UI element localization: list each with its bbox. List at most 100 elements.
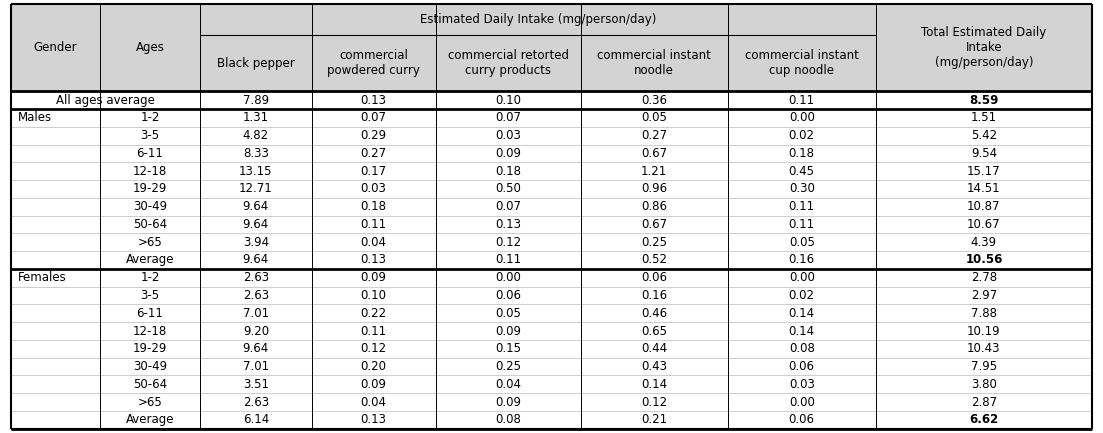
Text: 0.14: 0.14 xyxy=(789,324,815,337)
Text: 1.51: 1.51 xyxy=(971,111,997,124)
Text: 0.09: 0.09 xyxy=(495,324,522,337)
Text: 0.04: 0.04 xyxy=(495,378,522,391)
Text: 0.13: 0.13 xyxy=(361,253,387,266)
Text: 0.86: 0.86 xyxy=(641,200,667,213)
Text: 2.63: 2.63 xyxy=(243,289,269,302)
Text: 0.04: 0.04 xyxy=(361,395,387,409)
Text: 0.07: 0.07 xyxy=(361,111,387,124)
Text: 0.06: 0.06 xyxy=(495,289,522,302)
Text: 0.06: 0.06 xyxy=(641,271,667,284)
Text: 0.27: 0.27 xyxy=(361,147,387,160)
Text: 3.51: 3.51 xyxy=(243,378,269,391)
Text: 0.07: 0.07 xyxy=(495,200,522,213)
Text: 2.97: 2.97 xyxy=(971,289,997,302)
Text: 0.50: 0.50 xyxy=(495,182,522,195)
Text: 50-64: 50-64 xyxy=(132,378,167,391)
Text: 0.52: 0.52 xyxy=(641,253,667,266)
Text: 7.95: 7.95 xyxy=(971,360,997,373)
Text: Estimated Daily Intake (mg/person/day): Estimated Daily Intake (mg/person/day) xyxy=(420,13,656,26)
Text: 3-5: 3-5 xyxy=(140,129,160,142)
Text: 6-11: 6-11 xyxy=(137,307,163,320)
Text: 0.02: 0.02 xyxy=(789,289,815,302)
Text: Gender: Gender xyxy=(33,41,77,54)
Text: 12.71: 12.71 xyxy=(239,182,272,195)
Text: 0.25: 0.25 xyxy=(495,360,522,373)
Text: 9.20: 9.20 xyxy=(243,324,269,337)
Text: 0.16: 0.16 xyxy=(641,289,667,302)
Text: Females: Females xyxy=(18,271,66,284)
Text: Average: Average xyxy=(126,253,174,266)
Text: 0.11: 0.11 xyxy=(361,218,387,231)
Text: 0.05: 0.05 xyxy=(641,111,667,124)
Text: 0.18: 0.18 xyxy=(789,147,815,160)
Text: 19-29: 19-29 xyxy=(132,182,168,195)
Text: Males: Males xyxy=(18,111,52,124)
Text: 1-2: 1-2 xyxy=(140,271,160,284)
Text: commercial retorted
curry products: commercial retorted curry products xyxy=(448,49,569,77)
Text: 0.09: 0.09 xyxy=(495,147,522,160)
Text: 1-2: 1-2 xyxy=(140,111,160,124)
Text: 9.64: 9.64 xyxy=(243,253,269,266)
Text: 0.00: 0.00 xyxy=(495,271,522,284)
Text: 0.06: 0.06 xyxy=(789,413,815,427)
Text: 0.27: 0.27 xyxy=(641,129,667,142)
Text: 0.67: 0.67 xyxy=(641,147,667,160)
Text: 10.67: 10.67 xyxy=(967,218,1000,231)
Text: 12-18: 12-18 xyxy=(132,165,167,178)
Text: >65: >65 xyxy=(138,236,162,249)
Text: 2.63: 2.63 xyxy=(243,395,269,409)
Text: 9.54: 9.54 xyxy=(971,147,997,160)
Text: 7.01: 7.01 xyxy=(243,307,269,320)
Text: 0.17: 0.17 xyxy=(361,165,387,178)
Text: 0.00: 0.00 xyxy=(789,111,815,124)
Text: 0.12: 0.12 xyxy=(361,342,387,355)
Text: 0.00: 0.00 xyxy=(789,271,815,284)
Text: 0.14: 0.14 xyxy=(641,378,667,391)
Text: 0.09: 0.09 xyxy=(495,395,522,409)
Text: Average: Average xyxy=(126,413,174,427)
Text: commercial instant
noodle: commercial instant noodle xyxy=(597,49,711,77)
Text: 0.09: 0.09 xyxy=(361,271,387,284)
Text: 10.19: 10.19 xyxy=(967,324,1000,337)
Text: 2.63: 2.63 xyxy=(243,271,269,284)
Text: 0.03: 0.03 xyxy=(495,129,522,142)
Text: 15.17: 15.17 xyxy=(967,165,1000,178)
Text: 9.64: 9.64 xyxy=(243,200,269,213)
Text: 13.15: 13.15 xyxy=(239,165,272,178)
Text: 9.64: 9.64 xyxy=(243,218,269,231)
Text: 0.06: 0.06 xyxy=(789,360,815,373)
Text: 0.10: 0.10 xyxy=(495,94,522,107)
Text: 19-29: 19-29 xyxy=(132,342,168,355)
Text: 4.39: 4.39 xyxy=(971,236,997,249)
Text: 0.08: 0.08 xyxy=(789,342,815,355)
Text: Black pepper: Black pepper xyxy=(217,57,295,70)
Text: 0.13: 0.13 xyxy=(361,413,387,427)
Text: 0.03: 0.03 xyxy=(361,182,387,195)
Bar xyxy=(11,4,1092,91)
Text: 3-5: 3-5 xyxy=(140,289,160,302)
Text: 0.18: 0.18 xyxy=(361,200,387,213)
Text: 0.13: 0.13 xyxy=(361,94,387,107)
Text: 10.43: 10.43 xyxy=(967,342,1000,355)
Text: 0.21: 0.21 xyxy=(641,413,667,427)
Text: >65: >65 xyxy=(138,395,162,409)
Text: 0.05: 0.05 xyxy=(789,236,815,249)
Text: All ages average: All ages average xyxy=(56,94,156,107)
Text: 1.31: 1.31 xyxy=(243,111,269,124)
Text: 2.78: 2.78 xyxy=(971,271,997,284)
Text: 3.94: 3.94 xyxy=(243,236,269,249)
Text: 30-49: 30-49 xyxy=(132,200,167,213)
Text: 0.15: 0.15 xyxy=(495,342,522,355)
Text: 0.07: 0.07 xyxy=(495,111,522,124)
Text: Ages: Ages xyxy=(136,41,164,54)
Text: 8.33: 8.33 xyxy=(243,147,269,160)
Text: 0.11: 0.11 xyxy=(361,324,387,337)
Text: 0.03: 0.03 xyxy=(789,378,815,391)
Text: 14.51: 14.51 xyxy=(967,182,1000,195)
Text: 0.11: 0.11 xyxy=(789,94,815,107)
Text: 6.14: 6.14 xyxy=(243,413,269,427)
Text: 7.89: 7.89 xyxy=(243,94,269,107)
Text: 0.11: 0.11 xyxy=(789,218,815,231)
Text: 0.46: 0.46 xyxy=(641,307,667,320)
Text: 0.05: 0.05 xyxy=(495,307,522,320)
